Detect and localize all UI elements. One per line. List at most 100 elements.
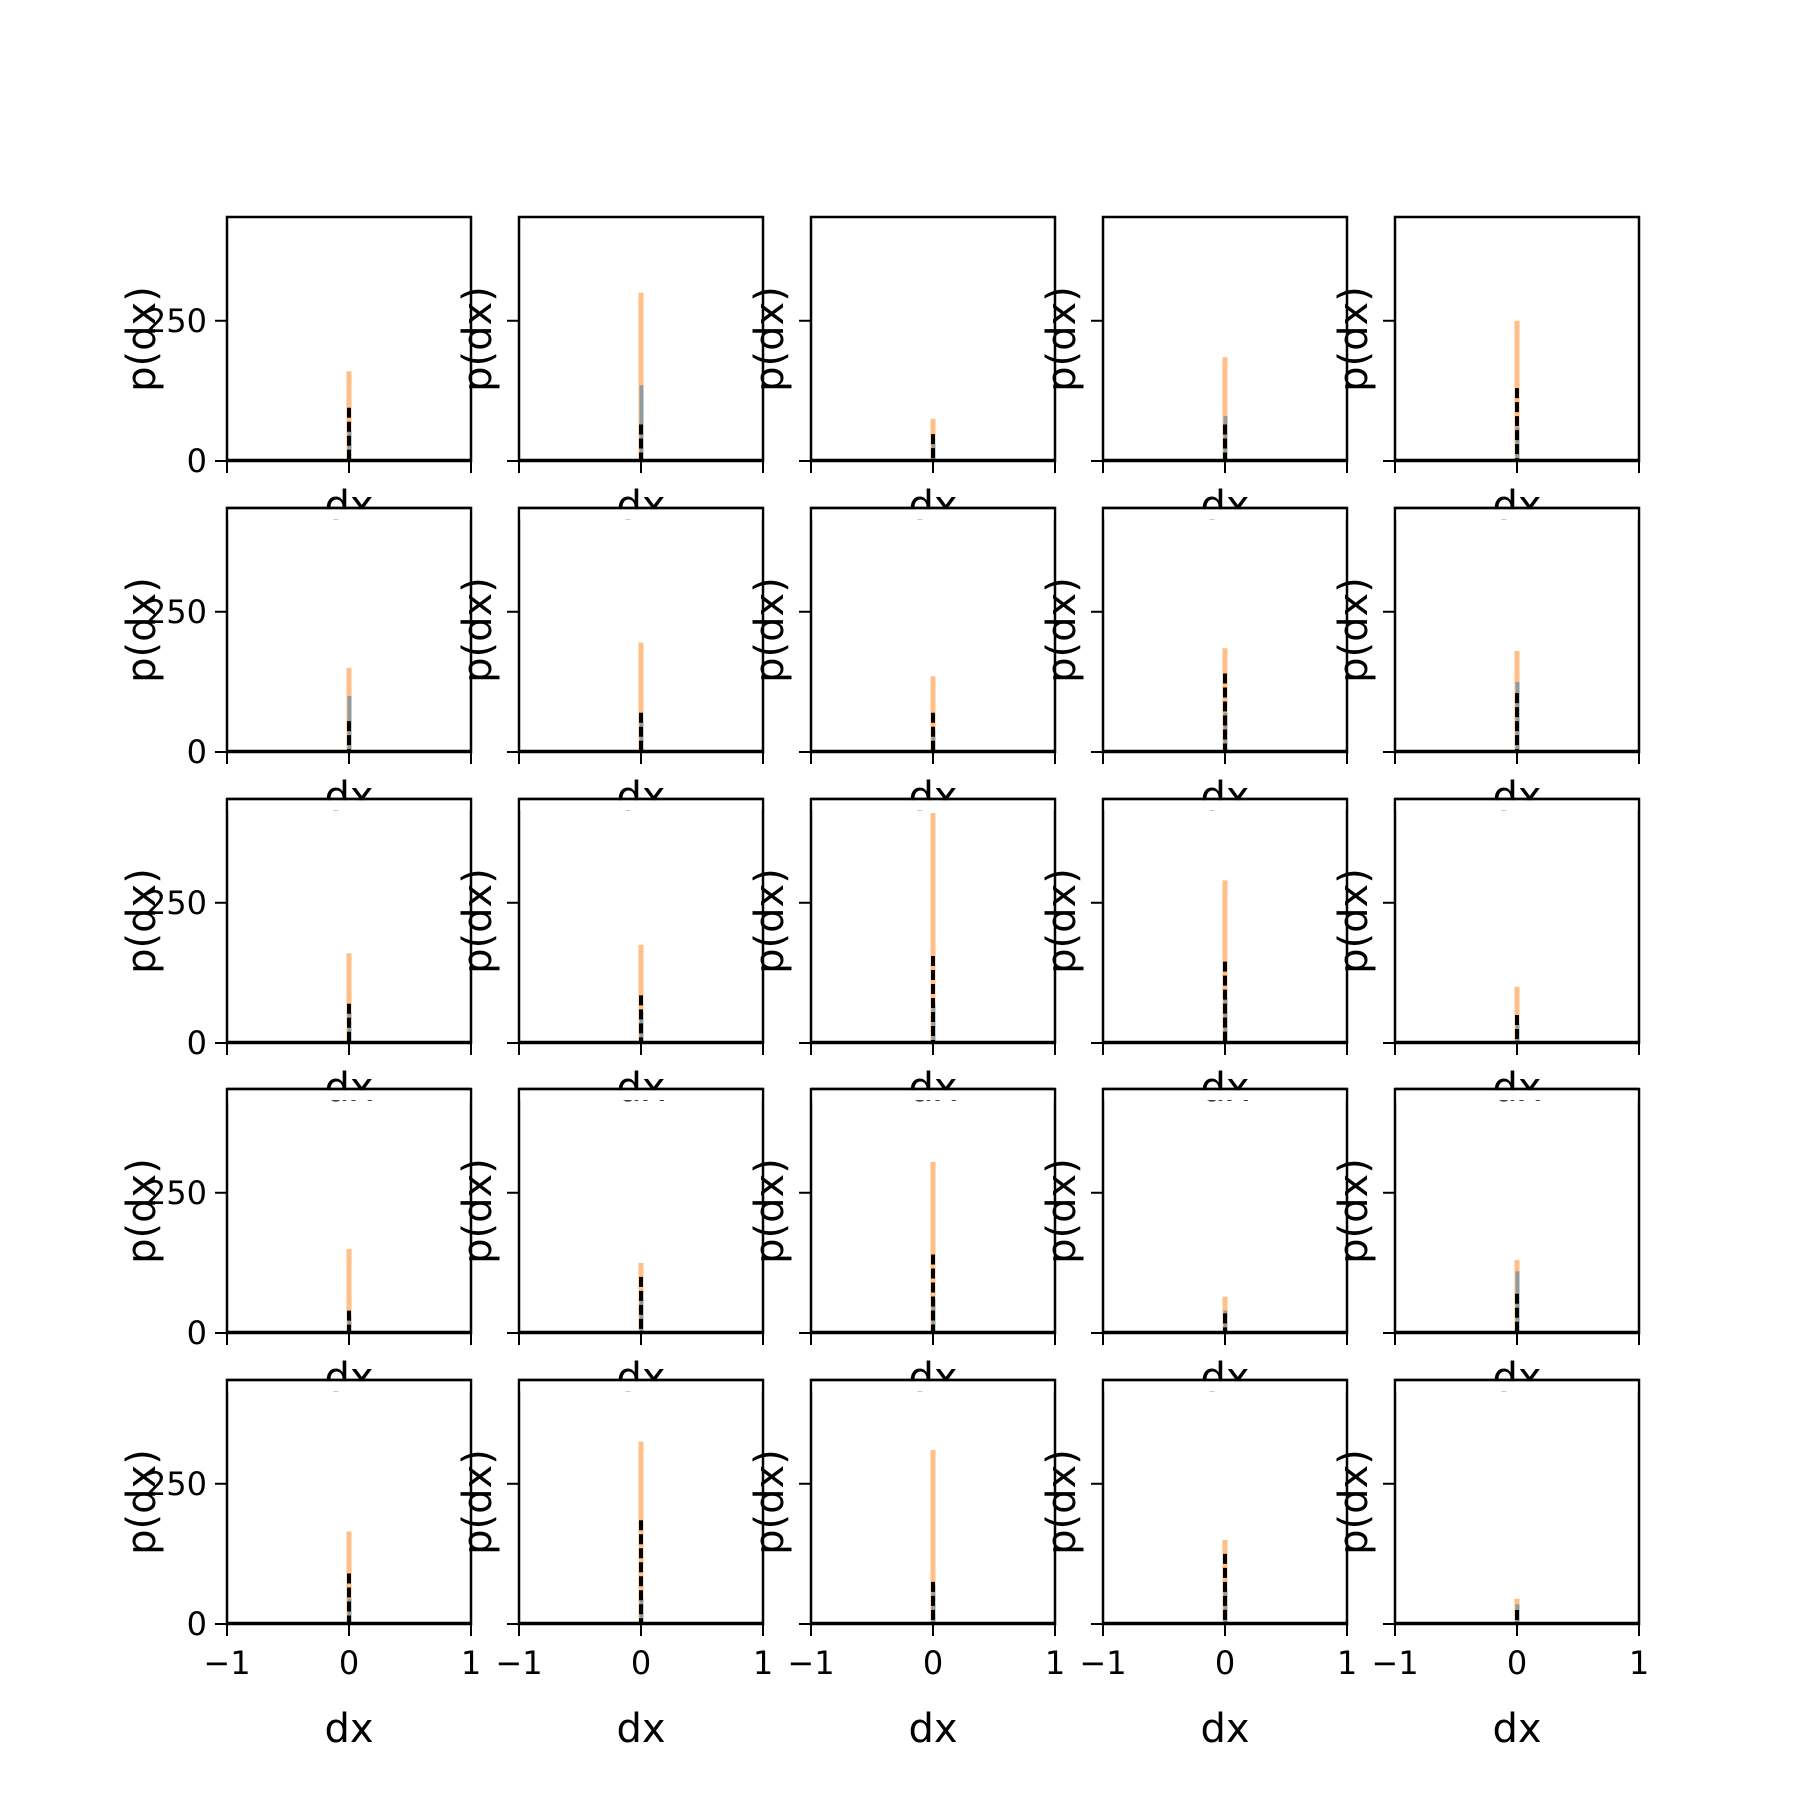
subplot-r3-c3: dxp(dx) (747, 797, 1057, 1111)
overlap-mask (520, 1381, 762, 1392)
subplot-r2-c3: dx p(dx) (747, 506, 1057, 820)
y-tick-label: 250 (146, 884, 207, 922)
x-tick-label: 1 (753, 1644, 773, 1682)
y-axis-label: p(dx) (1039, 577, 1085, 683)
bar-orange (638, 292, 644, 461)
bar-blue (639, 385, 644, 461)
y-axis-label: p(dx) (1331, 1449, 1377, 1555)
subplot-r4-c4: dx p(dx) (1039, 1087, 1349, 1401)
x-axis-label: dx (908, 774, 957, 820)
subplot-r4-c5: dx p(dx) (1331, 1087, 1641, 1401)
x-axis-label: dx (908, 483, 957, 529)
subplot-r3-c5: dxp(dx) (1331, 797, 1641, 1111)
x-tick-label: 1 (461, 1644, 481, 1682)
subplot-r5-c5: −1 0 1 dx p(dx) (1331, 1378, 1649, 1752)
y-axis-label: p(dx) (455, 577, 501, 683)
bar-orange (346, 953, 352, 1043)
overlap-mask (520, 509, 762, 520)
y-axis-label: p(dx) (119, 868, 165, 974)
x-axis-label: dx (1200, 483, 1249, 529)
x-tick-label: 0 (1215, 1644, 1235, 1682)
y-axis-label: p(dx) (455, 286, 501, 392)
overlap-mask (812, 800, 1054, 811)
overlap-mask (228, 1381, 470, 1392)
x-tick-label: 1 (1629, 1644, 1649, 1682)
x-tick-label: −1 (787, 1644, 834, 1682)
overlap-mask (1396, 800, 1638, 811)
bar-orange (638, 642, 644, 752)
subplot-r3-c2: dxp(dx) (455, 797, 765, 1111)
subplot-r1-c1: 0 250 dx p(dx) (119, 215, 473, 529)
x-axis-label: dx (324, 1706, 373, 1752)
axes-frame (1393, 1378, 1641, 1626)
y-axis-label: p(dx) (747, 286, 793, 392)
x-tick-label: −1 (1371, 1644, 1418, 1682)
x-tick-label: −1 (1079, 1644, 1126, 1682)
y-axis-label: p(dx) (1039, 1449, 1085, 1555)
x-axis-label: dx (616, 483, 665, 529)
subplot-r4-c3: dx p(dx) (747, 1087, 1057, 1401)
y-axis-label: p(dx) (747, 1449, 793, 1555)
y-tick-label: 0 (187, 733, 207, 771)
y-axis-label: p(dx) (1039, 868, 1085, 974)
subplot-r1-c3: dx p(dx) (747, 215, 1057, 529)
y-axis-label: p(dx) (747, 577, 793, 683)
overlap-mask (1396, 509, 1638, 520)
x-axis-label: dx (1492, 774, 1541, 820)
bar-blue (1223, 1590, 1228, 1624)
subplot-r4-c1: 0 250 dx p(dx) (119, 1087, 473, 1401)
x-tick-label: 0 (1507, 1644, 1527, 1682)
x-axis-label: dx (616, 1706, 665, 1752)
subplot-r1-c2: dx p(dx) (455, 215, 765, 529)
subplot-r5-c3: −1 0 1 dx p(dx) (747, 1378, 1065, 1752)
bar-blue (931, 1003, 936, 1043)
subplot-r5-c4: −1 0 1 dx p(dx) (1039, 1378, 1357, 1752)
x-axis-label: dx (908, 1355, 957, 1401)
y-axis-label: p(dx) (1331, 577, 1377, 683)
x-tick-label: −1 (495, 1644, 542, 1682)
overlap-mask (1104, 509, 1346, 520)
x-tick-label: 1 (1045, 1644, 1065, 1682)
y-axis-label: p(dx) (747, 868, 793, 974)
x-axis-label: dx (324, 1355, 373, 1401)
y-tick-label: 250 (146, 302, 207, 340)
overlap-mask (228, 800, 470, 811)
y-tick-label: 250 (146, 593, 207, 631)
bar-orange (930, 813, 936, 1043)
y-axis-label: p(dx) (119, 577, 165, 683)
overlap-mask (812, 1381, 1054, 1392)
y-axis-label: p(dx) (1331, 868, 1377, 974)
bar-orange (1514, 986, 1520, 1043)
y-tick-label: 0 (187, 442, 207, 480)
subplot-r5-c2: −1 0 1 dx p(dx) (455, 1378, 773, 1752)
x-axis-label: dx (616, 1355, 665, 1401)
subplot-r4-c2: dx p(dx) (455, 1087, 765, 1401)
overlap-mask (812, 509, 1054, 520)
x-axis-label: dx (1200, 1355, 1249, 1401)
y-axis-label: p(dx) (119, 286, 165, 392)
x-axis-label: dx (1200, 1706, 1249, 1752)
overlap-mask (1396, 1090, 1638, 1101)
y-axis-label: p(dx) (1331, 286, 1377, 392)
overlap-mask (228, 509, 470, 520)
x-axis-label: dx (1492, 483, 1541, 529)
x-axis-label: dx (1200, 774, 1249, 820)
y-tick-label: 0 (187, 1605, 207, 1643)
x-tick-label: 0 (631, 1644, 651, 1682)
y-tick-label: 0 (187, 1024, 207, 1062)
y-axis-label: p(dx) (1039, 286, 1085, 392)
subplot-r1-c4: dx p(dx) (1039, 215, 1349, 529)
bar-orange (1222, 357, 1228, 461)
bar-orange (930, 1450, 936, 1624)
overlap-mask (812, 1090, 1054, 1101)
y-axis-label: p(dx) (455, 868, 501, 974)
y-axis-label: p(dx) (119, 1158, 165, 1264)
bar-orange (638, 1441, 644, 1624)
subplot-r2-c2: dx p(dx) (455, 506, 765, 820)
y-axis-label: p(dx) (455, 1158, 501, 1264)
x-tick-label: 0 (339, 1644, 359, 1682)
overlap-mask (1104, 800, 1346, 811)
bar-orange (346, 1248, 352, 1333)
y-tick-label: 250 (146, 1174, 207, 1212)
